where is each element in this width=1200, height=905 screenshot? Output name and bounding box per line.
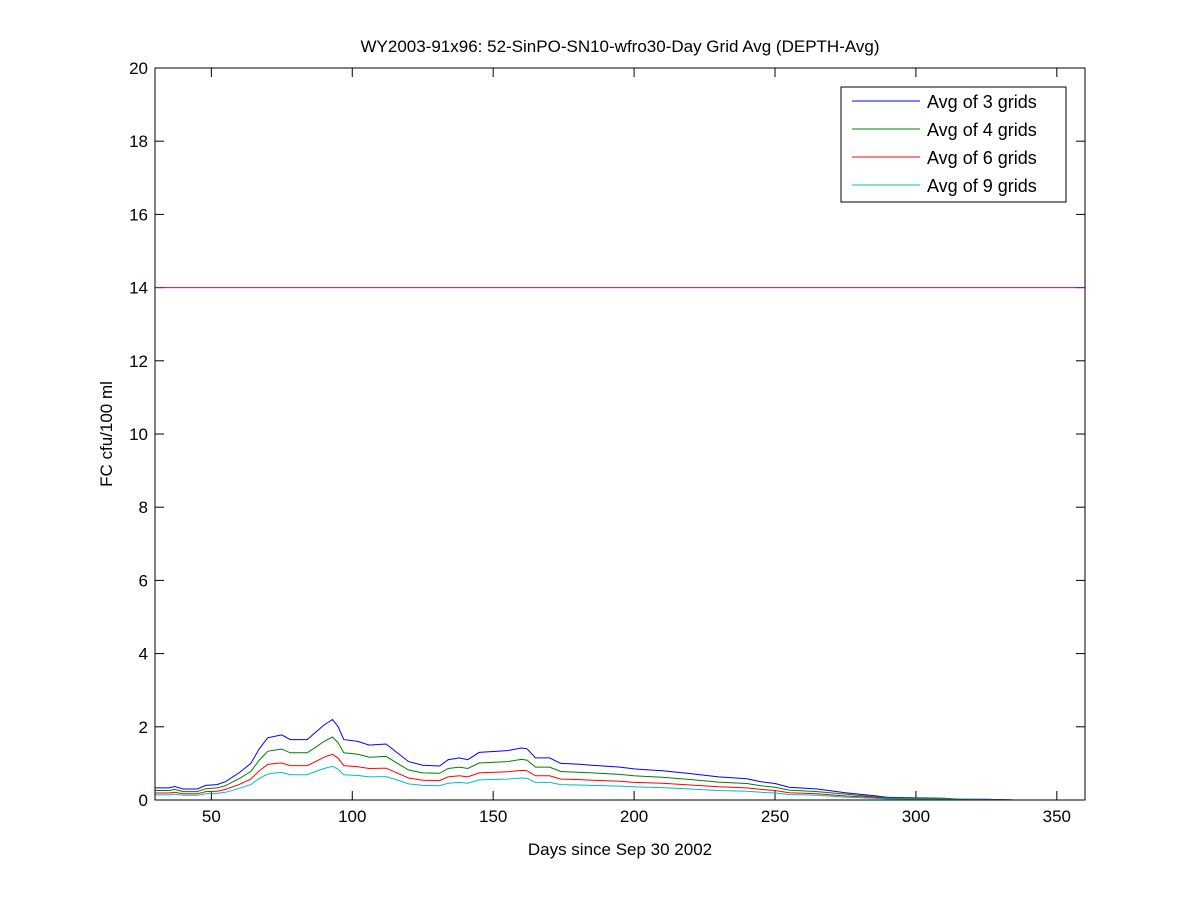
x-tick-label: 300 (902, 807, 930, 826)
x-tick-label: 50 (202, 807, 221, 826)
legend-label-3: Avg of 6 grids (927, 148, 1037, 168)
series-line-2 (155, 736, 1015, 801)
y-tick-label: 4 (139, 645, 148, 664)
series-line-1 (155, 718, 1015, 801)
y-axis-label: FC cfu/100 ml (97, 381, 116, 487)
y-tick-label: 20 (129, 59, 148, 78)
x-tick-label: 100 (338, 807, 366, 826)
legend-label-1: Avg of 3 grids (927, 92, 1037, 112)
x-tick-label: 250 (761, 807, 789, 826)
legend-label-4: Avg of 9 grids (927, 176, 1037, 196)
series-line-4 (155, 765, 1015, 801)
x-tick-label: 150 (479, 807, 507, 826)
plot-area-frame (154, 67, 1086, 801)
legend-box (840, 86, 1067, 203)
y-tick-label: 2 (139, 718, 148, 737)
x-tick-label: 350 (1043, 807, 1071, 826)
y-tick-label: 8 (139, 498, 148, 517)
legend-label-2: Avg of 4 grids (927, 120, 1037, 140)
y-tick-label: 18 (129, 132, 148, 151)
y-tick-label: 0 (139, 791, 148, 810)
x-tick-label: 200 (620, 807, 648, 826)
y-tick-label: 12 (129, 352, 148, 371)
y-tick-label: 16 (129, 205, 148, 224)
x-axis-label: Days since Sep 30 2002 (528, 840, 712, 859)
y-tick-label: 14 (129, 279, 148, 298)
y-tick-label: 10 (129, 425, 148, 444)
legend: Avg of 3 grids Avg of 4 grids Avg of 6 gri… (840, 86, 1067, 203)
chart-title: WY2003-91x96: 52-SinPO-SN10-wfro30-Day G… (360, 37, 879, 56)
y-tick-label: 6 (139, 571, 148, 590)
series-line-3 (155, 753, 1015, 801)
